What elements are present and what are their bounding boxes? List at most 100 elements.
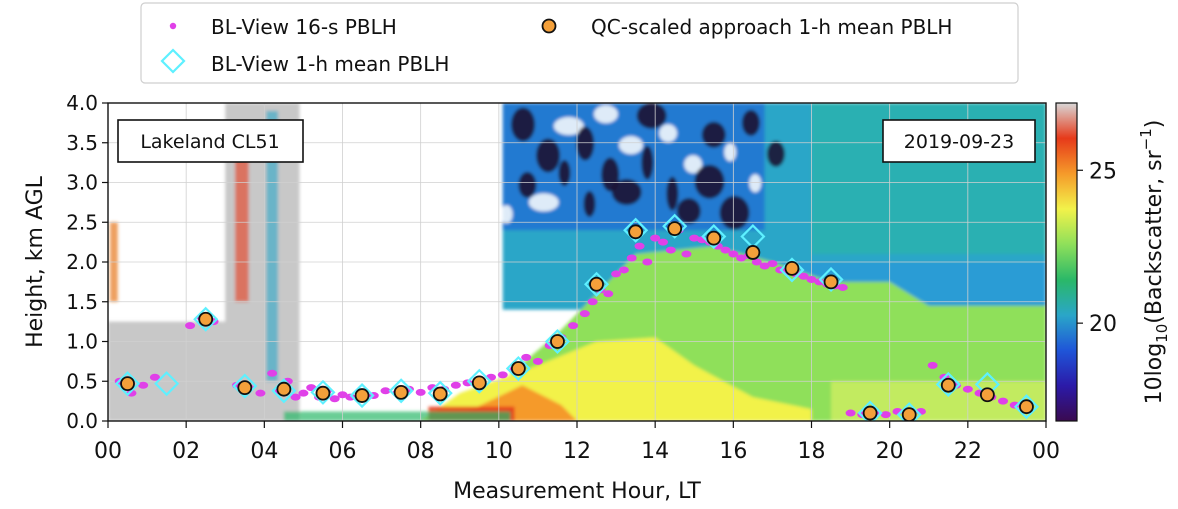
pblh-16s-point xyxy=(681,250,692,258)
y-tick-label: 3.0 xyxy=(66,171,98,195)
x-axis: 00 02 04 06 08 10 12 14 16 18 20 22 00 xyxy=(94,421,1060,464)
x-tick-label: 04 xyxy=(250,439,278,464)
date-annotation: 2019-09-23 xyxy=(882,119,1036,163)
backscatter-patch xyxy=(283,411,511,421)
pblh-16s-point xyxy=(290,393,301,401)
cloud-patch xyxy=(641,145,654,180)
pblh-16s-point xyxy=(415,388,426,396)
pblh-16s-point xyxy=(657,238,668,246)
colorbar-label-sub: 10 xyxy=(1153,324,1171,343)
pblh-1h-diamond xyxy=(583,271,610,297)
pblh-1h-diamond xyxy=(662,213,688,239)
pblh-16s-point xyxy=(806,275,817,283)
x-tick-label: 00 xyxy=(1032,439,1060,464)
y-tick-label: 2.0 xyxy=(66,250,98,274)
x-axis-label: Measurement Hour, LT xyxy=(453,479,701,504)
pblh-16s-point xyxy=(185,322,196,330)
x-tick-label: 14 xyxy=(641,439,669,464)
pblh-16s-point xyxy=(626,254,637,262)
pblh-16s-point xyxy=(126,389,137,397)
y-tick-label: 3.5 xyxy=(66,131,98,155)
y-tick-label: 0.5 xyxy=(66,369,98,393)
cloud-patch xyxy=(659,124,678,143)
legend-label-16s: BL-View 16-s PBLH xyxy=(211,15,397,39)
cloud-patch xyxy=(511,107,536,142)
pblh-16s-point xyxy=(689,234,700,242)
y-tick-label: 0.0 xyxy=(66,409,98,433)
cloud-patch xyxy=(724,143,737,162)
cloud-patch xyxy=(593,105,618,124)
pblh-16s-point xyxy=(927,361,938,369)
pblh-qc-circle xyxy=(550,334,565,349)
pblh-16s-point xyxy=(532,357,543,365)
pblh-1h-diamond xyxy=(154,371,180,397)
x-tick-label: 20 xyxy=(876,439,904,464)
pblh-1h-diamond xyxy=(310,379,336,405)
colorbar-label-tail: (Backscatter, sr xyxy=(1142,149,1167,323)
pblh-16s-point xyxy=(642,258,653,266)
y-tick-label: 2.5 xyxy=(66,210,98,234)
pblh-16s-point xyxy=(845,409,856,417)
cloud-patch xyxy=(719,195,750,230)
pblh-qc-circle xyxy=(510,361,526,376)
pblh-qc-circle xyxy=(1019,399,1034,415)
pblh-16s-point xyxy=(329,395,340,403)
pblh-qc-circle xyxy=(354,388,370,403)
pblh-16s-point xyxy=(450,381,461,389)
pblh-1h-diamond xyxy=(544,328,571,355)
cloud-patch xyxy=(749,174,762,193)
backscatter-patch xyxy=(108,321,230,421)
pblh-1h-diamond xyxy=(1013,394,1040,420)
pblh-16s-point xyxy=(720,246,731,254)
pblh-16s-point xyxy=(138,381,149,389)
pblh-16s-point xyxy=(1009,401,1020,409)
cloud-patch xyxy=(558,159,571,186)
pblh-1h-diamond xyxy=(857,400,883,421)
cloud-patch xyxy=(701,121,726,148)
pblh-16s-point xyxy=(521,353,532,361)
pblh-qc-circle xyxy=(940,377,956,393)
cloud-patch xyxy=(518,171,537,198)
x-tick-label: 10 xyxy=(485,439,513,464)
pblh-1h-diamond xyxy=(349,383,375,409)
pblh-16s-point xyxy=(728,250,739,258)
pblh-qc-circle xyxy=(628,224,644,240)
y-tick-label: 1.5 xyxy=(66,290,98,314)
cloud-patch xyxy=(583,190,596,217)
pblh-16s-point xyxy=(603,290,614,298)
pblh-16s-point xyxy=(634,242,645,250)
pblh-1h-diamond xyxy=(935,371,961,397)
pblh-16s-point xyxy=(665,246,676,254)
cloud-patch xyxy=(766,140,785,167)
pblh-16s-point xyxy=(298,389,309,397)
legend-label-1h: BL-View 1-h mean PBLH xyxy=(211,52,449,76)
pblh-16s-point xyxy=(568,322,579,330)
cloud-patch xyxy=(553,117,584,136)
site-annotation-text: Lakeland CL51 xyxy=(140,131,279,153)
pblh-16s-point xyxy=(497,371,508,379)
cloud-patch xyxy=(611,179,642,206)
pblh-1h-diamond xyxy=(388,378,414,404)
pblh-1h-diamond xyxy=(466,368,492,394)
site-annotation-box xyxy=(117,119,304,163)
pblh-16s-point xyxy=(759,262,770,270)
pblh-qc-circle xyxy=(393,384,409,400)
x-tick-label: 16 xyxy=(719,439,747,464)
backscatter-patch xyxy=(266,110,279,382)
date-annotation-text: 2019-09-23 xyxy=(904,131,1014,153)
cloud-patch xyxy=(694,164,725,199)
pblh-16s-point xyxy=(880,411,891,419)
x-tick-label: 02 xyxy=(172,439,200,464)
series-1h-diamonds xyxy=(114,213,1040,421)
pblh-1h-diamond xyxy=(505,355,531,382)
cloud-patch xyxy=(500,205,513,224)
legend: BL-View 16-s PBLH BL-View 1-h mean PBLH … xyxy=(140,2,1019,84)
pblh-qc-circle xyxy=(315,385,331,401)
legend-marker-diamond xyxy=(160,48,186,74)
series-qc-circles xyxy=(120,221,1034,421)
site-annotation: Lakeland CL51 xyxy=(117,119,304,163)
cloud-patch xyxy=(684,155,703,174)
pblh-16s-point xyxy=(579,310,590,318)
cloud-patch xyxy=(666,176,679,211)
